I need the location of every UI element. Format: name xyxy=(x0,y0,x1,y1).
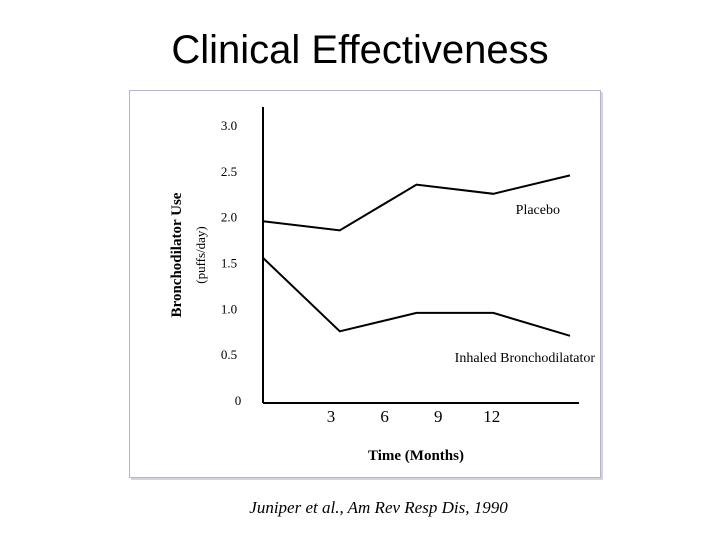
chart-frame xyxy=(129,90,601,478)
series-label-inhaled-bronchodilatator: Inhaled Bronchodilatator xyxy=(455,351,596,366)
y-axis-label: Bronchodilator Use xyxy=(169,192,185,317)
series-line-inhaled-bronchodilatator xyxy=(262,257,571,337)
y-tick-label: 1.0 xyxy=(221,301,237,316)
citation: Juniper et al., Am Rev Resp Dis, 1990 xyxy=(249,498,508,517)
y-tick-label: 0 xyxy=(235,393,242,408)
y-tick-label: 2.0 xyxy=(221,210,237,225)
y-axis-unit: (puffs/day) xyxy=(193,226,208,284)
series-label-placebo: Placebo xyxy=(516,203,560,218)
slide-title: Clinical Effectiveness xyxy=(171,28,549,72)
x-tick-label: 6 xyxy=(380,407,389,426)
series-line-placebo xyxy=(262,174,571,232)
x-tick-label: 12 xyxy=(483,407,500,426)
y-tick-label: 2.5 xyxy=(221,164,237,179)
y-tick-label: 3.0 xyxy=(221,118,237,133)
y-tick-label: 1.5 xyxy=(221,256,237,271)
x-axis-label: Time (Months) xyxy=(368,448,464,464)
y-tick-label: 0.5 xyxy=(221,347,237,362)
x-tick-label: 3 xyxy=(327,407,336,426)
x-tick-label: 9 xyxy=(434,407,443,426)
